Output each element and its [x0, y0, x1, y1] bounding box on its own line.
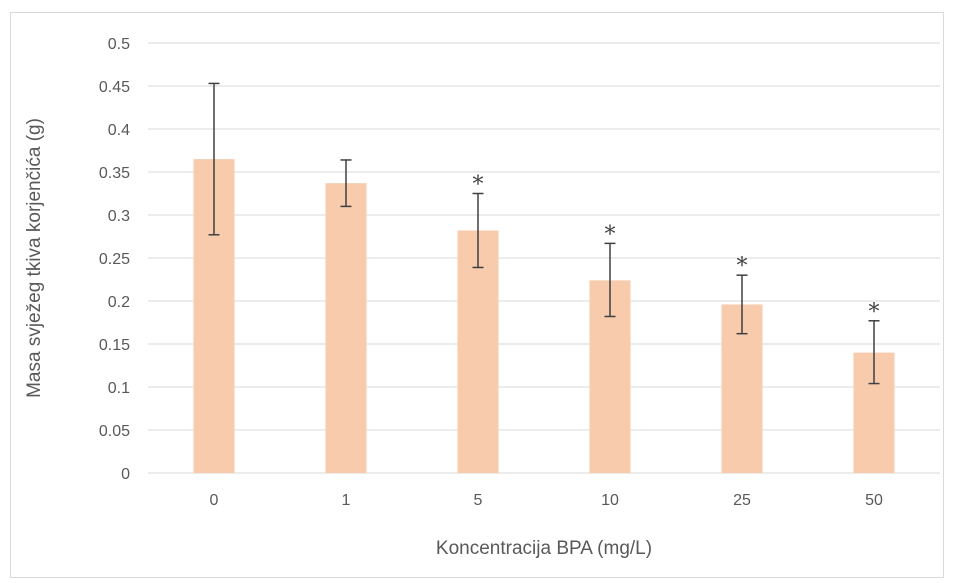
y-tick-label: 0.15 — [99, 337, 130, 354]
x-tick-label: 1 — [342, 492, 351, 509]
y-tick-label: 0.25 — [99, 251, 130, 268]
significance-marker: * — [737, 254, 748, 279]
y-tick-label: 0.35 — [99, 165, 130, 182]
y-axis-title: Masa svježeg tkiva korjenčića (g) — [24, 118, 45, 398]
x-tick-label: 50 — [865, 492, 883, 509]
x-axis-ticks: 0 1 5 10 25 50 — [210, 492, 883, 509]
x-tick-label: 5 — [474, 492, 483, 509]
bar — [325, 183, 367, 473]
bar — [457, 230, 499, 473]
y-tick-label: 0 — [121, 466, 130, 483]
y-tick-label: 0.45 — [99, 79, 130, 96]
significance-marker: * — [869, 300, 880, 325]
error-bars — [208, 82, 880, 385]
y-tick-label: 0.3 — [108, 208, 130, 225]
bars — [193, 159, 895, 473]
x-tick-label: 10 — [601, 492, 619, 509]
gridlines — [148, 42, 940, 474]
significance-markers: * * * * — [473, 173, 880, 325]
x-axis-title: Koncentracija BPA (mg/L) — [436, 538, 652, 559]
x-tick-label: 0 — [210, 492, 219, 509]
y-axis-ticks: 0 0.05 0.1 0.15 0.2 0.25 0.3 0.35 0.4 0.45 0.5 — [99, 36, 130, 483]
x-tick-label: 25 — [733, 492, 751, 509]
y-tick-label: 0.1 — [108, 380, 130, 397]
y-tick-label: 0.2 — [108, 294, 130, 311]
significance-marker: * — [605, 222, 616, 247]
y-tick-label: 0.05 — [99, 423, 130, 440]
significance-marker: * — [473, 173, 484, 198]
y-tick-label: 0.4 — [108, 122, 130, 139]
y-tick-label: 0.5 — [108, 36, 130, 53]
